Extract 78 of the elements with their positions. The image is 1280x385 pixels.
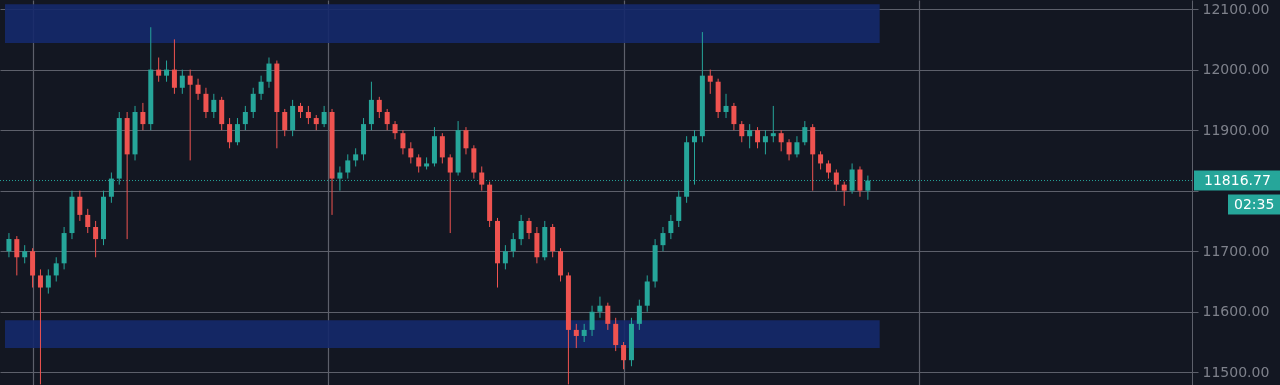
text: 02:35	[1234, 195, 1275, 212]
candlestick	[416, 153, 422, 174]
candlestick	[825, 159, 831, 180]
candlestick	[77, 190, 83, 222]
candlestick	[187, 69, 193, 161]
candlestick	[762, 129, 768, 155]
candlestick	[439, 132, 445, 164]
candlestick	[818, 150, 824, 170]
y-tick-label: 11700.00	[1202, 242, 1270, 259]
y-tick-label: 12000.00	[1202, 61, 1270, 78]
candlestick	[786, 138, 792, 161]
candlestick	[597, 296, 603, 319]
candlestick	[171, 38, 177, 95]
candlestick	[85, 208, 91, 234]
candlestick	[755, 126, 761, 149]
candlestick	[707, 69, 713, 95]
candlestick	[833, 169, 839, 192]
candlestick	[234, 117, 240, 146]
candlestick	[581, 323, 587, 343]
candlestick	[400, 129, 406, 155]
candlestick	[408, 141, 414, 164]
candlestick	[164, 60, 170, 83]
candlestick	[447, 153, 453, 234]
candlestick	[605, 302, 611, 331]
candlestick	[250, 87, 256, 119]
candlestick	[731, 102, 737, 131]
candlestick	[392, 120, 398, 140]
candlestick	[242, 105, 248, 131]
candlestick	[266, 57, 272, 89]
candlestick	[841, 181, 847, 207]
candlestick	[353, 147, 359, 167]
ref-line-label: 11816.77	[1204, 171, 1271, 188]
candlestick	[195, 78, 201, 101]
candlestick	[589, 305, 595, 337]
candlestick	[6, 232, 12, 258]
candlestick	[510, 232, 516, 258]
candlestick	[345, 153, 351, 180]
candlestick	[227, 117, 233, 149]
candlestick	[613, 317, 619, 352]
candlestick	[857, 165, 863, 198]
candlestick	[463, 126, 469, 155]
candlestick	[376, 96, 382, 119]
candlestick	[140, 102, 146, 131]
candlestick	[660, 226, 666, 252]
candlestick	[321, 105, 327, 128]
candlestick	[739, 120, 745, 143]
candlestick	[747, 123, 753, 149]
candlestick	[526, 217, 532, 240]
candlestick	[93, 220, 99, 258]
candlestick	[211, 93, 217, 119]
candlestick	[14, 235, 20, 276]
candlestick	[518, 214, 524, 246]
y-tick-label: 12100.00	[1202, 0, 1270, 17]
candlestick	[778, 129, 784, 152]
candlestick	[384, 108, 390, 131]
y-tick-label: 11500.00	[1202, 363, 1270, 380]
y-tick-label: 11600.00	[1202, 303, 1270, 320]
y-tick-label: 11900.00	[1202, 121, 1270, 138]
candlestick	[305, 105, 311, 125]
candlestick	[502, 244, 508, 270]
candlestick	[203, 87, 209, 119]
candlestick	[53, 256, 59, 282]
candlestick	[794, 135, 800, 158]
candlestick	[668, 214, 674, 240]
candlestick	[282, 108, 288, 137]
candlestick	[573, 323, 579, 349]
candlestick	[636, 299, 642, 331]
candlestick	[479, 165, 485, 192]
candlestick	[179, 69, 185, 95]
candlestick	[22, 244, 28, 264]
candlestick	[621, 341, 627, 370]
candlestick	[723, 93, 729, 119]
candlestick	[258, 75, 264, 101]
candlestick	[770, 105, 776, 143]
candlestick	[156, 57, 162, 83]
candlestick	[45, 268, 51, 295]
candlestick	[37, 268, 43, 385]
candlestick	[802, 120, 808, 146]
